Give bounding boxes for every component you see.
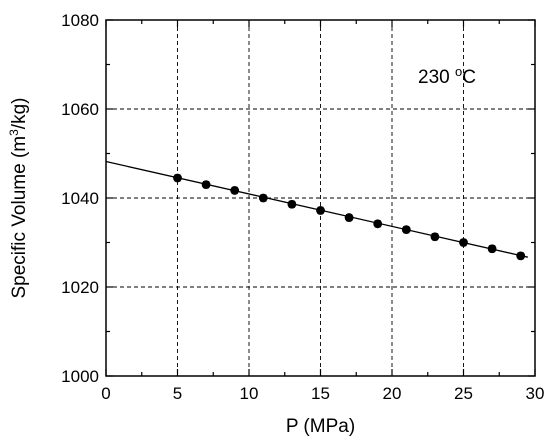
x-tick-label: 5 — [173, 384, 182, 403]
x-tick-label: 0 — [101, 384, 110, 403]
y-axis-title-suffix: /kg) — [9, 98, 30, 130]
data-point — [516, 251, 526, 261]
data-point — [430, 232, 440, 242]
data-point — [173, 173, 182, 183]
plot-frame — [105, 19, 536, 377]
data-point — [487, 244, 497, 254]
data-point-layer — [173, 173, 526, 261]
x-tick-label: 10 — [240, 384, 259, 403]
y-tick-label: 1080 — [61, 11, 99, 30]
x-tick-label: 20 — [383, 384, 402, 403]
y-axis-title-prefix: Specific Volume (m — [9, 136, 30, 299]
x-tick-label: 30 — [526, 384, 545, 403]
annotation-value: 230 — [418, 67, 455, 88]
temperature-annotation: 230 oC — [418, 64, 476, 89]
data-point — [287, 199, 297, 209]
annotation-degree: o — [455, 64, 462, 79]
y-tick-label: 1040 — [61, 189, 99, 208]
data-point — [373, 219, 383, 229]
data-point — [258, 193, 268, 203]
data-point — [316, 206, 325, 215]
grid-layer — [106, 20, 535, 376]
tick-layer — [105, 19, 536, 377]
x-axis-title: P (MPa) — [286, 416, 355, 437]
tick-label-layer: 0 5 10 15 20 25 30 1000 1020 1040 1060 1080 — [61, 11, 544, 403]
y-tick-label: 1000 — [61, 367, 99, 386]
data-point — [459, 238, 468, 247]
y-tick-label: 1020 — [61, 278, 99, 297]
data-point — [201, 180, 211, 190]
data-point — [344, 213, 354, 222]
annotation-unit: C — [462, 67, 476, 88]
y-axis-title-sup: 3 — [7, 129, 21, 136]
y-axis-title: Specific Volume (m3/kg) — [7, 98, 30, 299]
x-tick-label: 25 — [454, 384, 473, 403]
data-point — [230, 186, 240, 195]
x-tick-label: 15 — [311, 384, 330, 403]
data-point — [401, 225, 411, 234]
y-tick-label: 1060 — [61, 100, 99, 119]
